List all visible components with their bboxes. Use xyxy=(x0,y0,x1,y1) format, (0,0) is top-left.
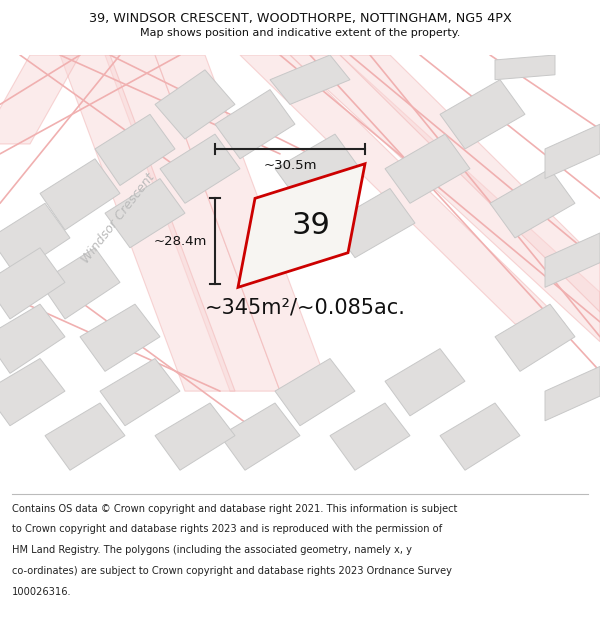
Polygon shape xyxy=(545,233,600,288)
Polygon shape xyxy=(215,89,295,159)
Polygon shape xyxy=(80,304,160,371)
Text: Contains OS data © Crown copyright and database right 2021. This information is : Contains OS data © Crown copyright and d… xyxy=(12,504,457,514)
Text: co-ordinates) are subject to Crown copyright and database rights 2023 Ordnance S: co-ordinates) are subject to Crown copyr… xyxy=(12,566,452,576)
Polygon shape xyxy=(330,403,410,470)
Polygon shape xyxy=(155,70,235,139)
Polygon shape xyxy=(495,304,575,371)
Polygon shape xyxy=(490,169,575,238)
Text: ~345m²/~0.085ac.: ~345m²/~0.085ac. xyxy=(205,297,406,317)
Polygon shape xyxy=(220,403,300,470)
Text: to Crown copyright and database rights 2023 and is reproduced with the permissio: to Crown copyright and database rights 2… xyxy=(12,524,442,534)
Polygon shape xyxy=(40,159,120,230)
Text: ~30.5m: ~30.5m xyxy=(263,159,317,172)
Polygon shape xyxy=(0,203,70,274)
Polygon shape xyxy=(340,55,600,312)
Polygon shape xyxy=(155,403,235,470)
Polygon shape xyxy=(160,134,240,203)
Polygon shape xyxy=(290,55,600,342)
Text: Map shows position and indicative extent of the property.: Map shows position and indicative extent… xyxy=(140,29,460,39)
Text: ~28.4m: ~28.4m xyxy=(154,235,207,248)
Polygon shape xyxy=(0,304,65,373)
Text: 39: 39 xyxy=(292,211,331,240)
Polygon shape xyxy=(0,359,65,426)
Polygon shape xyxy=(275,359,355,426)
Polygon shape xyxy=(45,403,125,470)
Polygon shape xyxy=(40,248,120,319)
Polygon shape xyxy=(545,124,600,179)
Text: Windsor Crescent: Windsor Crescent xyxy=(79,171,157,266)
Polygon shape xyxy=(440,80,525,149)
Polygon shape xyxy=(270,55,350,104)
Text: 100026316.: 100026316. xyxy=(12,588,71,598)
Polygon shape xyxy=(240,55,565,324)
Polygon shape xyxy=(275,134,360,203)
Polygon shape xyxy=(100,359,180,426)
Polygon shape xyxy=(385,134,470,203)
Polygon shape xyxy=(60,55,235,391)
Polygon shape xyxy=(440,403,520,470)
Polygon shape xyxy=(238,164,365,288)
Polygon shape xyxy=(95,114,175,186)
Polygon shape xyxy=(330,189,415,258)
Polygon shape xyxy=(385,349,465,416)
Text: HM Land Registry. The polygons (including the associated geometry, namely x, y: HM Land Registry. The polygons (includin… xyxy=(12,546,412,556)
Polygon shape xyxy=(0,248,65,319)
Polygon shape xyxy=(105,55,280,391)
Polygon shape xyxy=(105,179,185,248)
Polygon shape xyxy=(0,55,80,144)
Text: 39, WINDSOR CRESCENT, WOODTHORPE, NOTTINGHAM, NG5 4PX: 39, WINDSOR CRESCENT, WOODTHORPE, NOTTIN… xyxy=(89,12,511,25)
Polygon shape xyxy=(155,55,330,391)
Polygon shape xyxy=(495,55,555,80)
Polygon shape xyxy=(545,366,600,421)
